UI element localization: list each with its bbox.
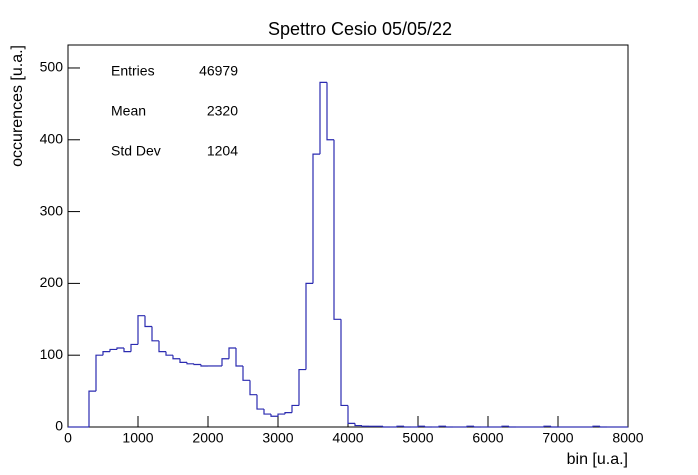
- stat-label: Entries: [111, 63, 155, 79]
- histogram-bin: [340, 319, 348, 407]
- histogram-bin: [347, 405, 355, 425]
- histogram-bin: [228, 347, 236, 359]
- histogram-bin: [172, 355, 180, 360]
- histogram-bin: [361, 425, 369, 427]
- stat-value: 46979: [199, 63, 238, 79]
- histogram-bin: [438, 425, 446, 427]
- stat-label: Std Dev: [111, 143, 161, 159]
- x-tick-label: 5000: [402, 430, 433, 446]
- histogram-bin: [179, 358, 187, 363]
- histogram-bin: [235, 348, 243, 367]
- histogram-bin: [473, 426, 481, 428]
- x-tick-label: 1000: [122, 430, 153, 446]
- histogram-bin: [284, 412, 292, 415]
- histogram-bin: [200, 364, 208, 367]
- histogram-bin: [144, 315, 152, 328]
- histogram-bin: [291, 404, 299, 413]
- histogram-bin: [102, 351, 110, 356]
- histogram-bin: [116, 347, 124, 350]
- y-tick-label: 300: [40, 202, 64, 218]
- histogram-bin: [312, 153, 320, 284]
- y-tick-label: 400: [40, 130, 64, 146]
- histogram-bin: [543, 425, 551, 427]
- histogram-bin: [466, 425, 474, 427]
- y-tick-label: 500: [40, 59, 64, 75]
- x-tick-label: 0: [64, 430, 72, 446]
- x-tick-label: 6000: [472, 430, 503, 446]
- histogram-bin: [130, 343, 138, 352]
- histogram-bin: [599, 426, 607, 428]
- x-tick-label: 8000: [612, 430, 643, 446]
- histogram-bin: [382, 426, 390, 428]
- histogram-bin: [270, 414, 278, 417]
- x-axis-label: bin [u.a.]: [567, 451, 628, 468]
- histogram-bin: [305, 282, 313, 370]
- histogram-bin: [333, 139, 341, 320]
- x-tick-label: 4000: [332, 430, 363, 446]
- histogram-bin: [298, 368, 306, 406]
- histogram-bin: [249, 380, 257, 396]
- histogram-bin: [592, 425, 600, 427]
- histogram-bin: [221, 358, 229, 366]
- stat-value: 2320: [207, 103, 238, 119]
- histogram-bin: [263, 409, 271, 415]
- histogram-bin: [417, 425, 425, 427]
- stat-value: 1204: [207, 143, 238, 159]
- histogram-bin: [424, 426, 432, 428]
- histogram-bin: [137, 315, 145, 345]
- histogram-bin: [354, 423, 362, 427]
- x-tick-label: 3000: [262, 430, 293, 446]
- histogram-bin: [158, 340, 166, 353]
- stat-label: Mean: [111, 103, 146, 119]
- chart-title: Spettro Cesio 05/05/22: [268, 19, 452, 39]
- histogram-bin: [445, 426, 453, 428]
- y-tick-label: 0: [55, 418, 63, 434]
- histogram-bin: [123, 348, 131, 353]
- histogram-bin: [256, 394, 264, 410]
- x-tick-label: 7000: [542, 430, 573, 446]
- histogram-bin: [403, 426, 411, 428]
- histogram-bin: [88, 390, 96, 427]
- histogram-bin: [277, 413, 285, 417]
- x-tick-label: 2000: [192, 430, 223, 446]
- plot-frame: [67, 44, 629, 428]
- histogram-bin: [396, 425, 404, 427]
- histogram-bin: [326, 82, 334, 141]
- histogram-bin: [501, 425, 509, 427]
- histogram-bin: [319, 81, 327, 155]
- histogram-bin: [95, 354, 103, 392]
- histogram-bin: [109, 348, 117, 352]
- histogram-bin: [242, 365, 250, 381]
- histogram-bin: [508, 426, 516, 428]
- histogram-bin: [550, 426, 558, 428]
- y-axis-label: occurences [u.a.]: [9, 45, 26, 167]
- histogram-bin: [165, 351, 173, 356]
- histogram-bin: [193, 363, 201, 366]
- y-tick-label: 200: [40, 274, 64, 290]
- histogram-bin: [186, 362, 194, 365]
- histogram-bin: [151, 326, 159, 342]
- y-tick-label: 100: [40, 346, 64, 362]
